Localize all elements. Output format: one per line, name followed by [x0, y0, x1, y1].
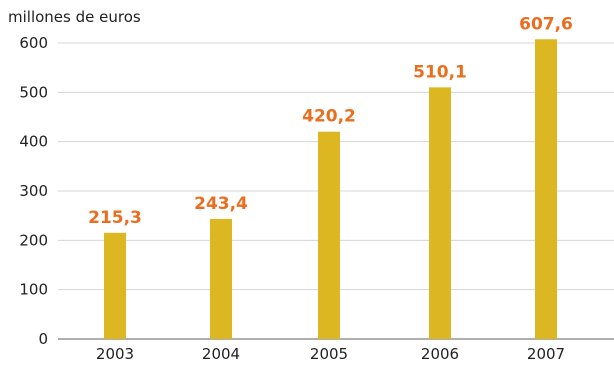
y-tick-label: 400 [19, 133, 48, 151]
x-axis-ticks: 2003 2004 2005 2006 2007 [96, 345, 565, 363]
y-tick-label: 100 [19, 281, 48, 299]
y-tick-label: 600 [19, 34, 48, 52]
x-tick-label: 2007 [527, 345, 565, 363]
y-tick-label: 500 [19, 83, 48, 101]
data-label: 215,3 [88, 208, 142, 228]
unit-label: millones de euros [8, 8, 141, 26]
bar [429, 87, 451, 339]
data-label: 607,6 [519, 14, 573, 34]
x-tick-label: 2003 [96, 345, 134, 363]
data-labels: 215,3 243,4 420,2 510,1 607,6 [88, 14, 573, 228]
bars [104, 39, 557, 339]
bar [104, 232, 126, 339]
x-tick-label: 2005 [310, 345, 348, 363]
y-axis-ticks: 0 100 200 300 400 500 600 [19, 34, 48, 348]
bar [210, 218, 232, 339]
bar [535, 39, 557, 339]
y-tick-label: 300 [19, 182, 48, 200]
y-tick-label: 200 [19, 231, 48, 249]
y-tick-label: 0 [38, 330, 48, 348]
bar [318, 131, 340, 339]
x-tick-label: 2006 [421, 345, 459, 363]
data-label: 510,1 [413, 62, 467, 82]
data-label: 243,4 [194, 194, 248, 214]
x-tick-label: 2004 [202, 345, 240, 363]
data-label: 420,2 [302, 107, 356, 127]
